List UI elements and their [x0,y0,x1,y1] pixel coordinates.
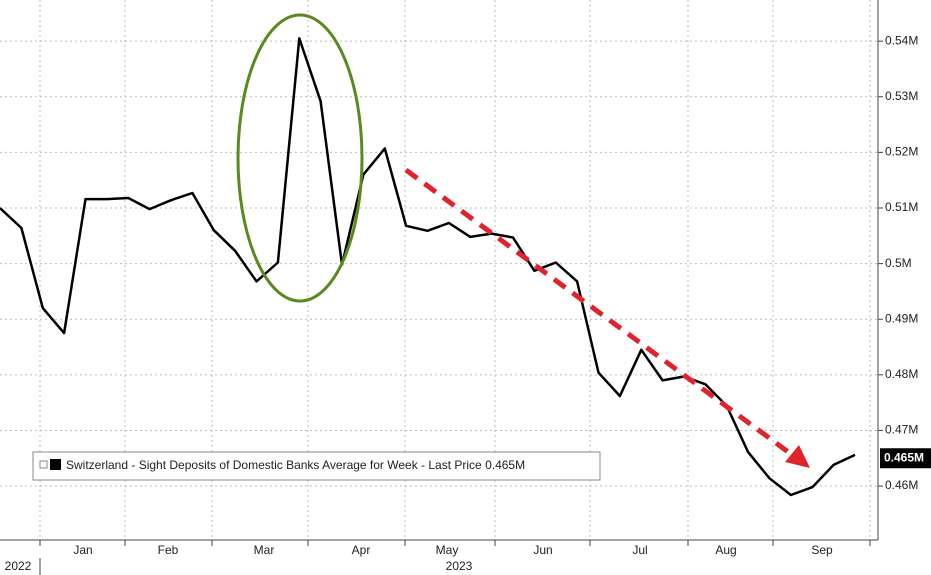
y-tick-label: 0.54M [885,33,918,47]
x-tick-label: Jul [632,543,647,557]
year-label: 2022 [5,559,32,573]
y-tick-label: 0.52M [885,145,918,159]
x-tick-label: Feb [158,543,179,557]
legend: Switzerland - Sight Deposits of Domestic… [32,451,601,481]
highlight-ellipse [236,13,364,303]
x-tick-label: Apr [352,543,371,557]
y-tick-label: 0.46M [885,478,918,492]
plot [0,37,856,497]
x-tick-label: Sep [811,543,833,557]
legend-label: Switzerland - Sight Deposits of Domestic… [66,458,525,472]
y-tick-label: 0.51M [885,200,918,214]
x-tick-label: May [436,543,459,557]
trend-arrowhead [785,445,810,468]
x-tick-label: Jun [533,543,552,557]
x-tick-label: Jan [73,543,92,557]
x-tick-label: Mar [254,543,275,557]
year-label: 2023 [446,559,473,573]
y-tick-label: 0.47M [885,423,918,437]
legend-swatch [50,459,61,470]
x-tick-label: Aug [715,543,736,557]
series-line [0,37,856,497]
trend-arrow [404,167,797,460]
last-price-label: 0.465M [884,450,924,464]
legend-box [32,451,601,481]
y-tick-label: 0.48M [885,367,918,381]
legend-expander [39,460,48,469]
y-tick-label: 0.53M [885,89,918,103]
y-tick-label: 0.5M [885,256,912,270]
grid [0,0,878,540]
y-tick-label: 0.49M [885,311,918,325]
last-price-badge [880,448,931,469]
